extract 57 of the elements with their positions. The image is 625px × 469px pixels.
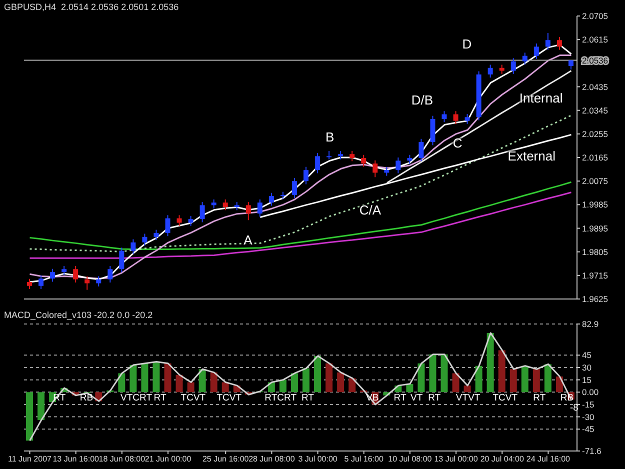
- y-tick-label: 1.9805: [582, 246, 608, 257]
- y-tick-label: 2.0165: [582, 152, 608, 163]
- x-tick-label: 13 Jun 16:00: [52, 454, 100, 464]
- y-tick-label: 15: [582, 374, 592, 385]
- annotation: RB: [78, 392, 94, 404]
- x-tick-label: 25 Jun 16:00: [202, 454, 250, 464]
- annotation: C/A: [358, 202, 382, 218]
- y-tick-label: -30: [582, 412, 595, 422]
- y-tick-label: 2.0705: [582, 11, 608, 22]
- annotation: VTVT: [454, 392, 482, 404]
- y-tick-label: 0.00: [582, 387, 599, 398]
- x-tick-label: 13 Jul 00:00: [434, 454, 478, 464]
- x-tick-label: 24 Jul 16:00: [526, 454, 571, 464]
- annotation: RT: [392, 392, 408, 404]
- x-tick-label: 20 Jul 04:00: [480, 454, 524, 464]
- annotation: RT: [532, 392, 547, 404]
- y-tick-label: -45: [582, 424, 595, 434]
- x-tick-label: 28 Jun 08:00: [248, 454, 296, 464]
- annotation: TCVT: [216, 392, 243, 404]
- y-tick-label: 30: [582, 362, 592, 372]
- y-tick-label: 2.0345: [582, 105, 608, 116]
- annotation: C: [452, 136, 464, 150]
- y-tick-label: 2.0075: [582, 176, 608, 186]
- annotation: A: [242, 232, 254, 248]
- x-tick-label: 18 Jun 08:00: [98, 454, 146, 464]
- y-tick-label: 82.9: [582, 319, 599, 330]
- annotation: B: [324, 130, 336, 144]
- x-tick-label: 3 Jul 00:00: [298, 454, 338, 464]
- annotation: RT: [300, 392, 315, 404]
- annotation: TCVT: [492, 392, 519, 404]
- annotation: RB: [559, 392, 575, 404]
- x-tick-label: 10 Jul 08:00: [388, 454, 432, 464]
- annotation: RT: [427, 392, 442, 404]
- annotation: TCVT: [180, 392, 207, 404]
- annotation: D/B: [410, 92, 434, 108]
- annotation: D: [461, 36, 473, 52]
- y-tick-label: -15: [582, 399, 595, 410]
- y-tick-label: 45: [582, 350, 592, 360]
- y-tick-label: 1.9625: [582, 294, 608, 304]
- x-tick-label: 5 Jul 16:00: [344, 454, 384, 464]
- annotation: RT: [152, 392, 168, 404]
- y-tick-label: 1.9985: [582, 200, 608, 210]
- annotation: VT: [410, 392, 424, 404]
- y-tick-label: 2.0615: [582, 34, 608, 45]
- x-tick-label: 11 Jun 2007: [8, 454, 52, 464]
- annotation: External: [506, 148, 556, 164]
- annotation: RTCRT: [264, 392, 298, 404]
- y-tick-label: 2.0435: [582, 82, 608, 92]
- chart-title: GBPUSD,H4 2.0514 2.0536 2.0501 2.0536: [4, 2, 179, 12]
- y-tick-label: 1.9895: [582, 223, 608, 234]
- annotation: VTCRT: [120, 392, 153, 404]
- ref-line-label: 2.0536: [582, 55, 608, 66]
- x-tick-label: 21 Jun 00:00: [144, 454, 192, 464]
- y-tick-label: 1.9715: [582, 270, 608, 280]
- chart-title: MACD_Colored_v103 -20.2 0.0 -20.2: [4, 310, 153, 320]
- y-tick-label: 2.0255: [582, 128, 608, 139]
- y-tick-label: -71.6: [582, 446, 602, 456]
